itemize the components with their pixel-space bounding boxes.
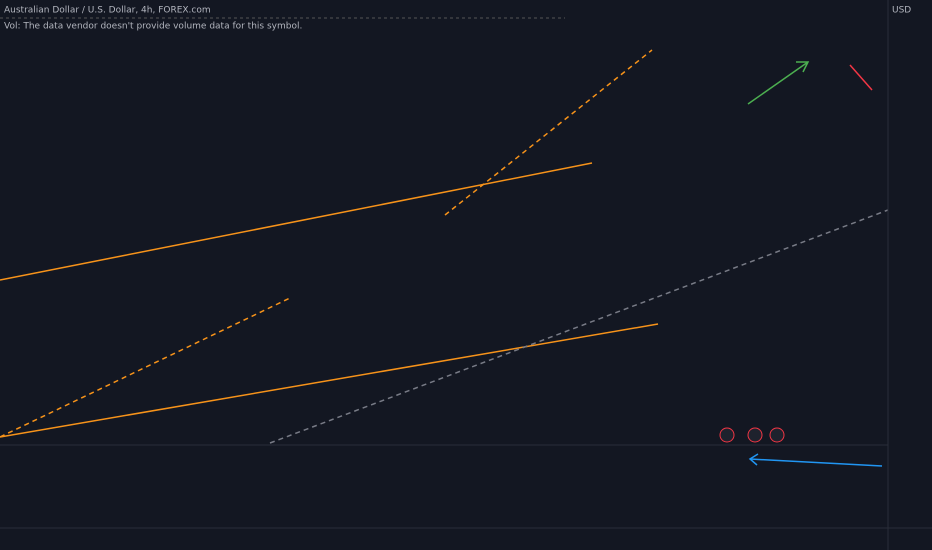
trend-dash [444, 49, 653, 216]
price-axis [888, 0, 932, 550]
arrow-head [796, 61, 810, 73]
arrow [749, 458, 883, 467]
title: Australian Dollar / U.S. Dollar, 4h, FOR… [4, 6, 211, 16]
trend-line [0, 162, 593, 281]
currency: USD [892, 6, 911, 16]
event-icon [747, 427, 763, 443]
event-icons [719, 427, 785, 443]
arrow [849, 64, 873, 91]
drawings [0, 49, 889, 467]
trend-line [0, 323, 659, 438]
event-icon [769, 427, 785, 443]
arrow [747, 61, 809, 105]
event-icon [719, 427, 735, 443]
trend-dash [269, 209, 889, 444]
arrow-head [748, 453, 759, 466]
subtitle: Vol: The data vendor doesn't provide vol… [4, 22, 302, 32]
